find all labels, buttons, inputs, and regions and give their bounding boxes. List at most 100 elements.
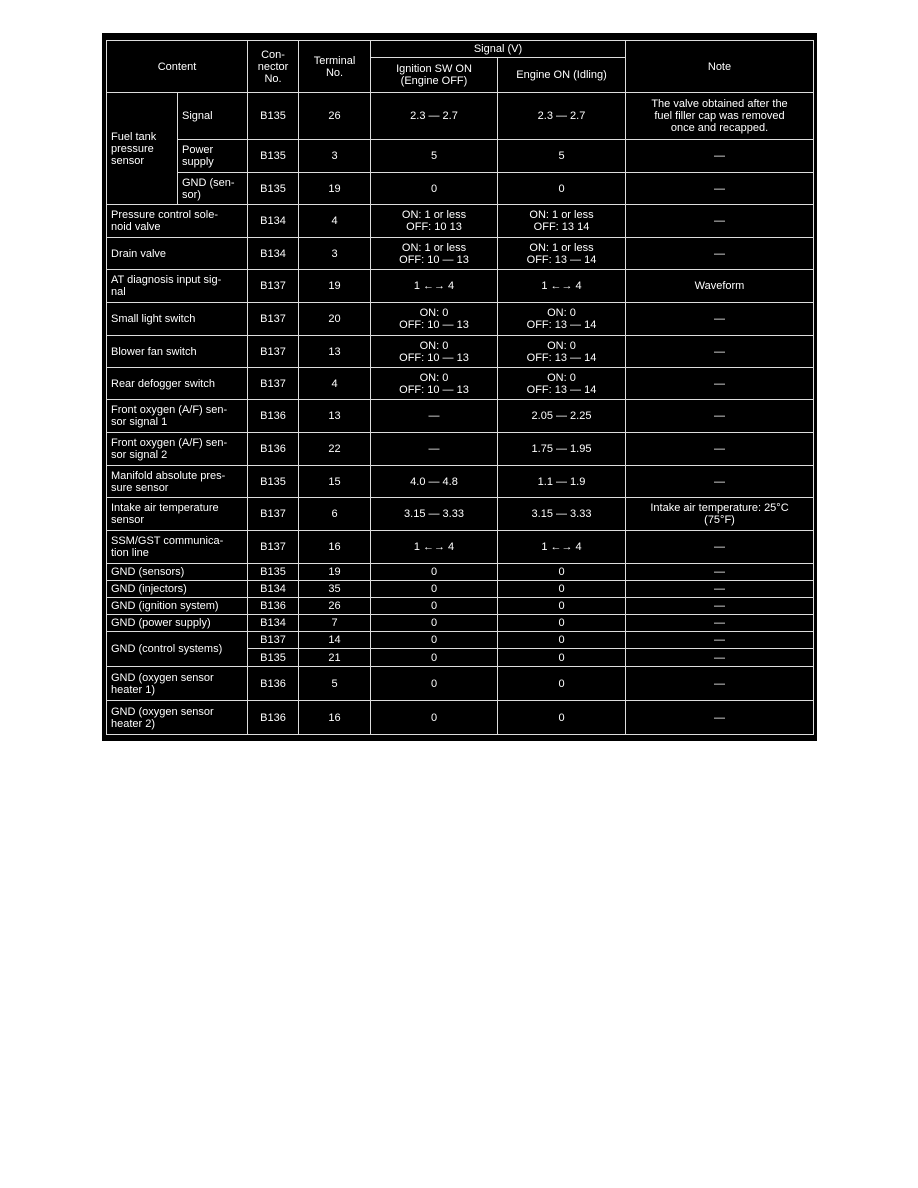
engine-value-cell: 1 ←→ 4: [497, 530, 626, 564]
ignition-value-cell: ON: 1 or less OFF: 10 13: [370, 204, 498, 238]
ignition-value-cell: 2.3 — 2.7: [370, 92, 498, 140]
engine-value-cell: 0: [497, 563, 626, 581]
terminal-cell: 4: [298, 367, 371, 400]
ignition-value-cell: 0: [370, 614, 498, 632]
note-cell: —: [625, 204, 814, 238]
content-sub-cell: GND (sen- sor): [177, 172, 248, 205]
ignition-value-cell: 0: [370, 580, 498, 598]
ignition-value-cell: ON: 0 OFF: 10 — 13: [370, 302, 498, 336]
ignition-value-cell: 3.15 — 3.33: [370, 497, 498, 531]
note-cell: —: [625, 139, 814, 173]
engine-value-cell: ON: 1 or less OFF: 13 14: [497, 204, 626, 238]
note-cell: —: [625, 631, 814, 649]
note-cell: Waveform: [625, 269, 814, 303]
header-terminal: Terminal No.: [298, 40, 371, 93]
table-row: Rear defogger switch B137 4 ON: 0 OFF: 10 —…: [106, 367, 814, 400]
note-cell: —: [625, 172, 814, 205]
table-row: Drain valve B134 3 ON: 1 or less OFF: 10 — …: [106, 237, 814, 270]
engine-value-cell: ON: 0 OFF: 13 — 14: [497, 367, 626, 400]
content-cell: GND (injectors): [106, 580, 248, 598]
note-cell: —: [625, 367, 814, 400]
connector-cell: B134: [247, 204, 299, 238]
table-row: GND (sensors) B135 19 0 0—: [106, 563, 814, 581]
table-row: Intake air temperature sensor B137 6 3.15 —…: [106, 497, 814, 531]
content-cell: GND (control systems): [106, 631, 248, 667]
terminal-cell: 5: [298, 666, 371, 701]
note-cell: —: [625, 580, 814, 598]
header-connector: Con- nector No.: [247, 40, 299, 93]
terminal-cell: 7: [298, 614, 371, 632]
connector-cell: B137: [247, 497, 299, 531]
terminal-cell: 26: [298, 92, 371, 140]
signal-table-frame: Content Con- nector No. Terminal No. Sig…: [102, 33, 817, 741]
terminal-cell: 19: [298, 172, 371, 205]
table-row: Fuel tank pressure sensor Signal B135 26 2.3…: [106, 92, 814, 205]
table-row: GND (injectors) B134 35 0 0—: [106, 580, 814, 598]
terminal-cell: 3: [298, 139, 371, 173]
terminal-cell: 14: [298, 631, 371, 649]
engine-value-cell: 0: [497, 172, 626, 205]
table-row: Power supply B135 3 5 5—: [107, 139, 814, 173]
content-cell: Pressure control sole- noid valve: [106, 204, 248, 238]
content-cell: AT diagnosis input sig- nal: [106, 269, 248, 303]
connector-cell: B135: [247, 465, 299, 498]
note-cell: —: [625, 563, 814, 581]
engine-value-cell: 1.75 — 1.95: [497, 432, 626, 466]
ignition-value-cell: ON: 1 or less OFF: 10 — 13: [370, 237, 498, 270]
table-row: Manifold absolute pres- sure sensor B135 1…: [106, 465, 814, 498]
terminal-cell: 4: [298, 204, 371, 238]
ignition-value-cell: 1 ←→ 4: [370, 530, 498, 564]
note-cell: The valve obtained after the fuel filler…: [625, 92, 814, 140]
header-content: Content: [106, 40, 248, 93]
table-row: GND (sen- sor) B135 19 0 0—: [107, 172, 814, 205]
content-cell: Blower fan switch: [106, 335, 248, 368]
terminal-cell: 19: [298, 269, 371, 303]
connector-cell: B135: [247, 92, 299, 140]
table-row: Front oxygen (A/F) sen- sor signal 1 B136…: [106, 399, 814, 433]
content-cell: Front oxygen (A/F) sen- sor signal 1: [106, 399, 248, 433]
note-cell: —: [625, 700, 814, 735]
terminal-cell: 13: [298, 399, 371, 433]
engine-value-cell: ON: 1 or less OFF: 13 — 14: [497, 237, 626, 270]
note-cell: Intake air temperature: 25°C (75°F): [625, 497, 814, 531]
connector-cell: B137: [247, 367, 299, 400]
terminal-cell: 6: [298, 497, 371, 531]
connector-cell: B134: [247, 237, 299, 270]
engine-value-cell: 5: [497, 139, 626, 173]
connector-cell: B136: [247, 432, 299, 466]
content-cell: Small light switch: [106, 302, 248, 336]
connector-cell: B134: [247, 580, 299, 598]
ignition-value-cell: ON: 0 OFF: 10 — 13: [370, 367, 498, 400]
note-cell: —: [625, 614, 814, 632]
content-cell: GND (power supply): [106, 614, 248, 632]
engine-value-cell: 0: [497, 700, 626, 735]
engine-value-cell: 0: [497, 580, 626, 598]
connector-cell: B137: [247, 631, 299, 649]
header-engine: Engine ON (Idling): [497, 57, 626, 93]
engine-value-cell: 0: [497, 666, 626, 701]
connector-cell: B135: [247, 648, 299, 667]
ignition-value-cell: 4.0 — 4.8: [370, 465, 498, 498]
engine-value-cell: 2.3 — 2.7: [497, 92, 626, 140]
connector-cell: B135: [247, 139, 299, 173]
table-row: Pressure control sole- noid valve B134 4 ON…: [106, 204, 814, 238]
connector-cell: B134: [247, 614, 299, 632]
header-ignition: Ignition SW ON (Engine OFF): [370, 57, 498, 93]
terminal-cell: 15: [298, 465, 371, 498]
ignition-value-cell: 0: [370, 172, 498, 205]
ignition-value-cell: —: [370, 399, 498, 433]
note-cell: —: [625, 530, 814, 564]
connector-cell: B135: [247, 563, 299, 581]
connector-cell: B136: [247, 700, 299, 735]
ignition-value-cell: 0: [370, 700, 498, 735]
signal-table: Content Con- nector No. Terminal No. Sig…: [106, 40, 814, 735]
content-cell: GND (oxygen sensor heater 1): [106, 666, 248, 701]
engine-value-cell: 3.15 — 3.33: [497, 497, 626, 531]
note-cell: —: [625, 597, 814, 615]
note-cell: —: [625, 666, 814, 701]
ignition-value-cell: —: [370, 432, 498, 466]
engine-value-cell: ON: 0 OFF: 13 — 14: [497, 335, 626, 368]
connector-cell: B137: [247, 269, 299, 303]
connector-cell: B137: [247, 335, 299, 368]
